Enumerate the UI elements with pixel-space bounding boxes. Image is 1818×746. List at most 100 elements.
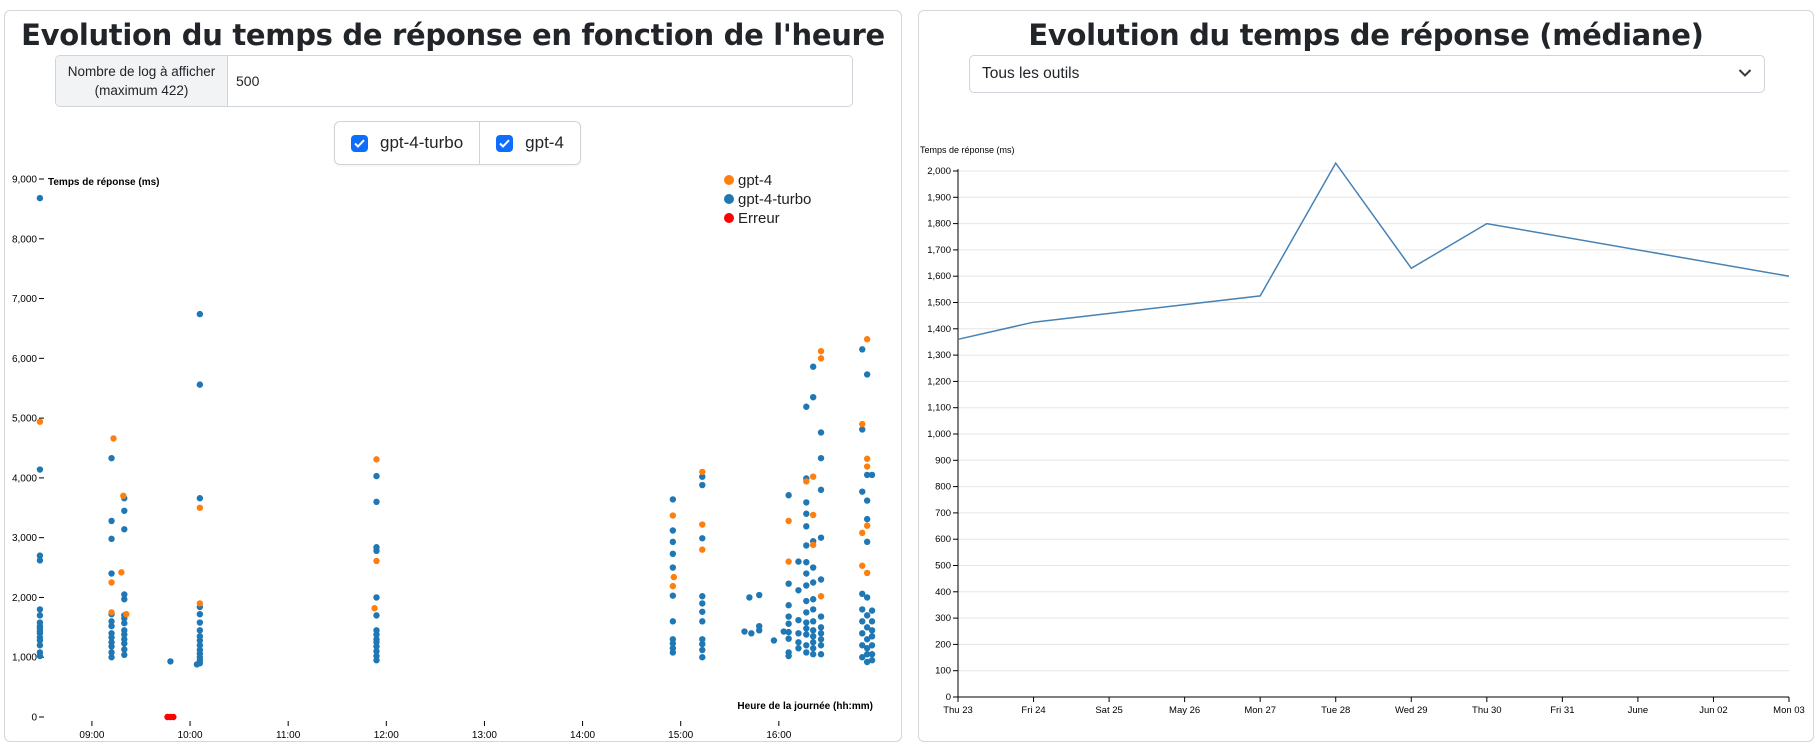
y-axis-label: Temps de réponse (ms) xyxy=(920,145,1015,155)
data-point-gpt-4-turbo xyxy=(817,624,825,631)
data-point-gpt-4-turbo xyxy=(863,658,871,666)
data-point-gpt-4 xyxy=(817,347,825,355)
x-tick-label: 11:00 xyxy=(276,730,301,741)
data-point-gpt-4-turbo xyxy=(669,640,677,647)
data-point-gpt-4-turbo xyxy=(167,658,174,665)
data-point-gpt-4-turbo xyxy=(699,535,706,542)
data-point-gpt-4-turbo xyxy=(108,654,115,661)
data-point-gpt-4-turbo xyxy=(196,310,204,318)
data-point-gpt-4-turbo xyxy=(36,642,44,649)
data-point-gpt-4-turbo xyxy=(373,498,380,505)
data-point-gpt-4-turbo xyxy=(859,426,866,433)
y-tick-label: 5,000 xyxy=(12,414,37,425)
data-point-gpt-4 xyxy=(373,456,380,463)
data-point-gpt-4-turbo xyxy=(817,429,825,436)
y-tick-label: 1,900 xyxy=(927,192,951,203)
data-point-gpt-4-turbo xyxy=(373,643,380,650)
data-point-gpt-4-turbo xyxy=(785,635,792,642)
data-point-gpt-4-turbo xyxy=(809,651,817,658)
line-chart: 0 100 200 300 400 500 600 700 800 900 1,000 1,100 1,… xyxy=(920,145,1805,716)
data-point-gpt-4-turbo xyxy=(863,636,871,643)
data-point-gpt-4-turbo xyxy=(121,631,128,638)
data-point-gpt-4 xyxy=(108,609,115,616)
data-point-gpt-4 xyxy=(809,473,817,480)
y-tick-label: 1,600 xyxy=(927,271,951,282)
model-filter-group: gpt-4-turbo gpt-4 xyxy=(334,121,581,165)
data-point-gpt-4 xyxy=(809,541,817,549)
x-tick-label: Fri 24 xyxy=(1021,705,1045,716)
data-point-gpt-4-turbo xyxy=(36,552,44,559)
data-point-gpt-4-turbo xyxy=(669,649,677,656)
data-point-gpt-4-turbo xyxy=(859,590,866,598)
data-point-gpt-4-turbo xyxy=(373,657,380,664)
checkbox-checked-icon[interactable] xyxy=(351,134,368,152)
y-tick-label: 1,700 xyxy=(927,245,951,256)
data-point-gpt-4 xyxy=(196,504,204,511)
y-tick-label: 2,000 xyxy=(927,166,951,177)
log-count-input[interactable] xyxy=(228,56,852,106)
data-point-gpt-4-turbo xyxy=(868,471,876,479)
legend-marker xyxy=(724,175,734,185)
data-point-gpt-4-turbo xyxy=(770,637,778,644)
data-point-gpt-4 xyxy=(108,579,115,586)
y-tick-label: 700 xyxy=(935,508,951,519)
filter-gpt-4-turbo[interactable]: gpt-4-turbo xyxy=(335,122,479,164)
x-tick-label: 13:00 xyxy=(472,730,497,741)
data-point-gpt-4-turbo xyxy=(193,661,201,668)
data-point-gpt-4-turbo xyxy=(809,564,817,571)
scatter-points xyxy=(36,194,876,721)
data-point-gpt-4-turbo xyxy=(809,633,817,640)
data-point-gpt-4-turbo xyxy=(373,547,380,555)
data-point-gpt-4-turbo xyxy=(373,594,380,601)
y-axis: 0 1,000 2,000 3,000 4,000 5,000 6,000 7,000 8,00… xyxy=(12,175,44,724)
filter-gpt-4[interactable]: gpt-4 xyxy=(479,122,580,164)
y-tick-label: 9,000 xyxy=(12,175,37,186)
y-tick-label: 300 xyxy=(935,613,951,624)
data-point-gpt-4 xyxy=(699,546,706,553)
data-point-gpt-4-turbo xyxy=(121,640,128,647)
x-tick-label: June xyxy=(1628,705,1649,716)
data-point-gpt-4 xyxy=(120,492,127,500)
data-point-gpt-4-turbo xyxy=(785,628,792,636)
y-tick-label: 7,000 xyxy=(12,294,37,305)
tool-select[interactable]: Tous les outils xyxy=(969,55,1765,93)
checkbox-checked-icon[interactable] xyxy=(496,134,514,152)
data-point-gpt-4-turbo xyxy=(196,610,204,618)
x-tick-label: 14:00 xyxy=(570,730,595,741)
legend-label: Erreur xyxy=(738,210,780,227)
data-point-gpt-4-turbo xyxy=(699,473,706,480)
x-tick-label: 15:00 xyxy=(668,730,693,741)
scatter-chart: 0 1,000 2,000 3,000 4,000 5,000 6,000 7,000 8,00… xyxy=(12,172,876,741)
data-point-gpt-4-turbo xyxy=(817,613,825,620)
x-tick-label: Tue 28 xyxy=(1321,705,1350,716)
data-point-gpt-4-turbo xyxy=(859,346,866,353)
grid xyxy=(958,170,1789,672)
data-point-gpt-4-turbo xyxy=(748,630,755,637)
data-point-gpt-4-turbo xyxy=(36,637,44,644)
data-point-gpt-4 xyxy=(809,511,817,519)
x-axis: Thu 23 Fri 24 Sat 25 May 26 Mon 27 Tue 28 Wed … xyxy=(943,696,1805,716)
series xyxy=(957,161,1790,341)
data-point-gpt-4-turbo xyxy=(780,628,787,635)
data-point-gpt-4-turbo xyxy=(699,600,706,607)
data-point-gpt-4-turbo xyxy=(699,618,706,625)
data-point-gpt-4-turbo xyxy=(669,538,677,546)
data-point-gpt-4-turbo xyxy=(108,643,115,650)
data-point-gpt-4-turbo xyxy=(863,645,871,652)
x-tick-label: 16:00 xyxy=(766,730,791,741)
y-tick-label: 1,300 xyxy=(927,350,951,361)
x-tick-label: Jun 02 xyxy=(1699,705,1728,716)
data-point-gpt-4-turbo xyxy=(746,594,753,601)
data-point-gpt-4-turbo xyxy=(868,642,876,649)
data-point-gpt-4-turbo xyxy=(859,654,866,661)
data-point-gpt-4-turbo xyxy=(809,363,817,370)
data-point-gpt-4 xyxy=(669,582,677,590)
data-point-gpt-4-turbo xyxy=(803,570,810,577)
data-point-gpt-4 xyxy=(863,569,871,577)
x-tick-label: 10:00 xyxy=(178,730,203,741)
data-point-gpt-4-turbo xyxy=(795,587,802,594)
data-point-gpt-4-turbo xyxy=(817,576,825,583)
data-point-gpt-4-turbo xyxy=(809,596,817,603)
y-tick-label: 400 xyxy=(935,587,951,598)
x-tick-label: Sat 25 xyxy=(1095,705,1122,716)
